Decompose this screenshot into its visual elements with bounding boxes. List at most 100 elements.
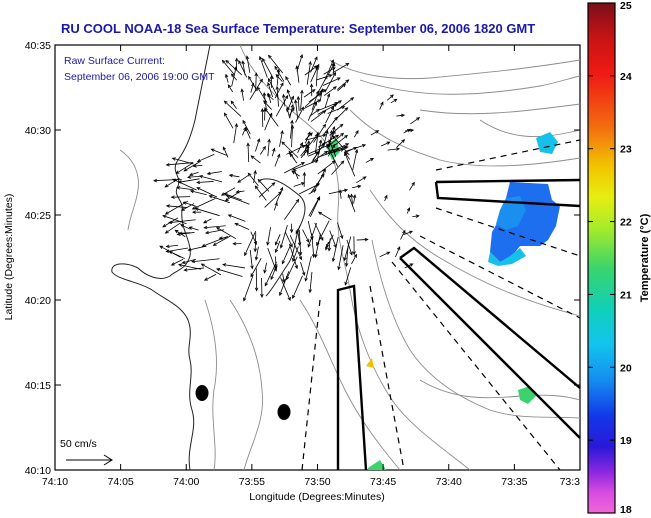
y-tick-label: 40:15: [25, 380, 51, 392]
current-vector: [409, 181, 415, 191]
current-vector: [290, 124, 295, 148]
current-vector: [325, 145, 349, 153]
current-vector: [279, 129, 284, 147]
current-vector: [271, 147, 276, 157]
current-vector: [337, 79, 350, 90]
current-vector: [243, 275, 254, 302]
y-tick-label: 40:35: [25, 40, 51, 52]
x-tick-label: 73:45: [370, 476, 396, 488]
current-vector: [344, 267, 352, 286]
sst-patch-yellow: [366, 358, 374, 368]
current-vector: [281, 273, 286, 283]
current-vector: [307, 101, 318, 121]
sst-patches: [326, 132, 560, 470]
current-vector: [288, 107, 295, 116]
current-vector: [329, 230, 337, 249]
current-vector: [222, 146, 229, 158]
current-vector: [210, 148, 227, 156]
current-vector: [267, 82, 273, 98]
current-vector: [323, 116, 338, 135]
colorbar-tick-label: 24: [620, 71, 632, 83]
current-vector: [242, 119, 251, 135]
current-vector: [308, 189, 317, 195]
current-vector: [262, 57, 274, 79]
current-vector: [338, 189, 343, 199]
current-vector: [203, 218, 212, 224]
current-vector: [168, 219, 196, 225]
current-vector: [296, 53, 304, 72]
current-vector: [282, 93, 286, 107]
current-vector: [196, 187, 218, 198]
current-vector: [352, 236, 356, 256]
current-vector: [249, 249, 254, 270]
current-vector: [228, 173, 240, 178]
current-vector: [292, 275, 303, 299]
shipping-lanes: [336, 178, 581, 471]
x-tick-label: 73:40: [436, 476, 462, 488]
current-vector: [250, 231, 257, 246]
current-vector: [289, 235, 302, 261]
current-vector: [224, 190, 241, 202]
current-vector: [352, 194, 357, 204]
colorbar-tick-label: 22: [620, 217, 632, 229]
x-tick-label: 74:05: [107, 476, 133, 488]
current-vector: [308, 196, 320, 217]
current-vector: [379, 251, 391, 258]
current-vector: [231, 65, 238, 87]
current-vector: [304, 90, 324, 108]
current-vector: [284, 231, 293, 248]
current-vector: [275, 74, 283, 82]
current-vector: [300, 262, 306, 277]
sst-patch-cyan-north: [536, 132, 558, 154]
current-vector: [296, 95, 301, 111]
y-axis-label: Latitude (Degrees:Minutes): [3, 194, 15, 321]
bathymetry-contours: [119, 44, 581, 471]
current-vector: [316, 74, 333, 81]
sst-patch-green-bottom: [368, 460, 386, 470]
current-vector: [267, 92, 272, 104]
current-vector: [337, 245, 344, 271]
x-tick-labels: 74:10 74:05 74:00 73:55 73:50 73:45 73:40 73:35…: [42, 476, 580, 488]
current-vector: [386, 94, 394, 101]
current-vector: [333, 62, 350, 73]
current-vector: [349, 193, 354, 207]
current-vector: [275, 85, 280, 107]
current-vector: [288, 243, 299, 270]
current-vector: [254, 185, 267, 201]
buoy-marker-1: [195, 385, 209, 401]
current-vector: [381, 141, 391, 147]
current-vector: [194, 207, 220, 217]
current-vector: [331, 148, 345, 154]
y-tick-label: 40:30: [25, 125, 51, 137]
current-vector: [176, 186, 194, 191]
current-vector: [165, 244, 179, 249]
current-legend-line1: Raw Surface Current:: [64, 55, 165, 67]
current-vector: [179, 224, 191, 230]
current-vector: [309, 83, 314, 97]
current-vector: [352, 148, 359, 171]
current-vector: [300, 133, 319, 157]
current-vector: [181, 258, 197, 264]
current-vector: [227, 214, 246, 222]
current-vector: [315, 65, 320, 87]
sst-patch-cyan-edge: [488, 248, 526, 266]
lane-southeast: [399, 246, 581, 439]
current-vector: [304, 131, 311, 144]
current-vector: [264, 191, 283, 208]
current-vector: [285, 76, 292, 86]
current-vector: [177, 178, 200, 184]
current-vector: [406, 207, 411, 214]
current-vector: [186, 175, 200, 179]
current-vector: [311, 233, 316, 259]
current-vector: [257, 178, 270, 192]
current-vector: [387, 147, 401, 151]
current-vector: [304, 256, 312, 282]
colorbar-tick-label: 25: [620, 0, 632, 12]
current-vector: [302, 229, 310, 243]
current-vector: [255, 138, 261, 152]
current-vector: [332, 135, 350, 156]
current-vector: [250, 155, 261, 164]
lane-east: [434, 178, 581, 208]
current-vector: [170, 195, 191, 199]
current-vector: [244, 230, 257, 257]
